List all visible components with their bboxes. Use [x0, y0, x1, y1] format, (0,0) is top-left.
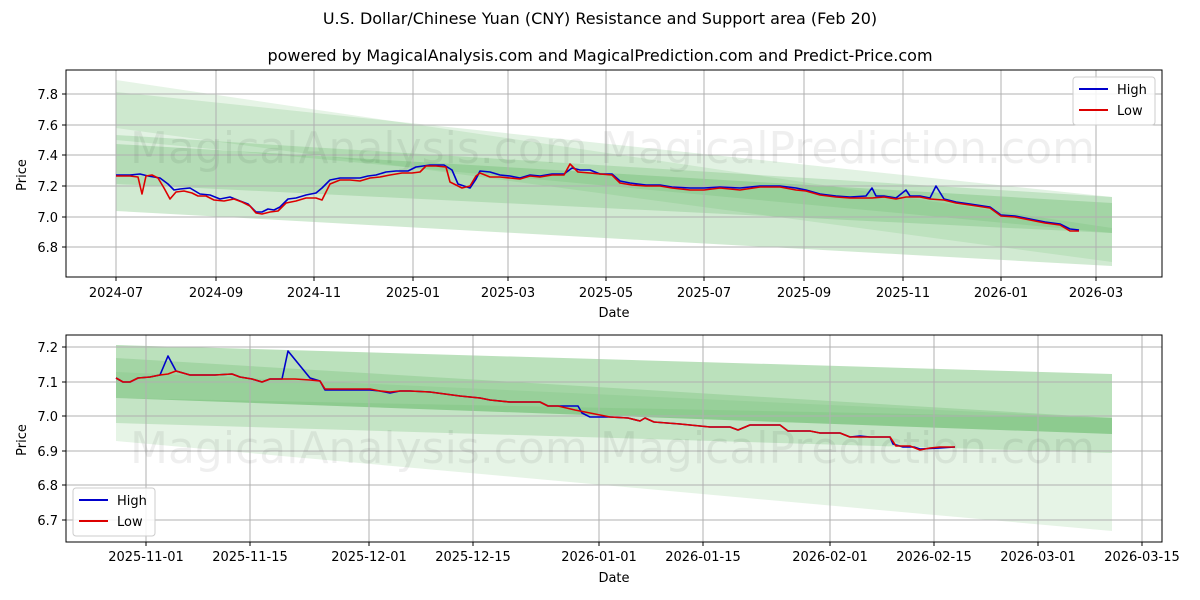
top-chart: MagicalAnalysis.com MagicalPrediction.co… [15, 69, 1163, 321]
bottom-axes-frame [65, 334, 1163, 543]
top-xtick-label: 2025-01 [386, 286, 440, 301]
top-y-ticks [62, 93, 66, 248]
top-grid [66, 70, 1162, 277]
top-axes-frame [65, 69, 1163, 278]
bottom-y-ticks [62, 346, 66, 521]
bottom-xtick-label: 2026-01-15 [665, 550, 741, 565]
top-ytick-label: 7.0 [37, 211, 58, 226]
bottom-ytick-label: 7.0 [37, 410, 58, 425]
band-support [116, 144, 1112, 266]
top-x-axis-label: Date [598, 306, 629, 321]
band-lower [116, 398, 1112, 531]
bottom-xtick-label: 2026-02-15 [896, 550, 972, 565]
top-x-ticks [115, 277, 1097, 281]
watermark-prediction: MagicalPrediction.com [600, 423, 1095, 474]
top-xtick-label: 2026-01 [974, 286, 1028, 301]
bottom-ytick-label: 6.7 [37, 514, 58, 529]
bottom-x-axis-label: Date [598, 571, 629, 586]
top-xtick-label: 2024-11 [287, 286, 341, 301]
top-xtick-label: 2025-11 [876, 286, 930, 301]
watermark-analysis: MagicalAnalysis.com [130, 123, 588, 174]
top-xtick-label: 2026-03 [1069, 286, 1123, 301]
top-xtick-label: 2025-07 [677, 286, 731, 301]
bottom-ytick-label: 7.1 [37, 376, 58, 391]
bottom-xtick-label: 2025-12-01 [331, 550, 407, 565]
top-xtick-label: 2025-05 [579, 286, 633, 301]
top-legend: High Low [1072, 76, 1156, 126]
top-xtick-label: 2024-07 [89, 286, 143, 301]
bottom-chart: MagicalAnalysis.com MagicalPrediction.co… [15, 334, 1180, 586]
top-high-line [116, 164, 1080, 231]
top-ytick-label: 7.6 [37, 119, 58, 134]
legend-low-label: Low [1117, 104, 1143, 119]
bottom-low-line [115, 370, 955, 451]
top-xtick-label: 2024-09 [189, 286, 243, 301]
bottom-ytick-label: 7.2 [37, 341, 58, 356]
legend-high-label: High [117, 494, 147, 509]
bottom-xtick-label: 2025-11-15 [212, 550, 288, 565]
top-ytick-label: 7.2 [37, 180, 58, 195]
watermark-analysis: MagicalAnalysis.com [130, 423, 588, 474]
bottom-y-axis-label: Price [15, 424, 30, 456]
top-y-axis-label: Price [15, 159, 30, 191]
top-xtick-label: 2025-09 [777, 286, 831, 301]
band-mid [116, 135, 1112, 233]
bottom-ytick-label: 6.8 [37, 479, 58, 494]
bottom-xtick-label: 2026-03-01 [1000, 550, 1076, 565]
watermark-prediction: MagicalPrediction.com [600, 123, 1095, 174]
top-ytick-label: 7.8 [37, 88, 58, 103]
bottom-grid [66, 335, 1162, 542]
bottom-xtick-label: 2026-02-01 [792, 550, 868, 565]
band-mid-dark [116, 372, 1112, 434]
top-low-line [116, 163, 1079, 232]
bottom-legend: High Low [72, 487, 156, 537]
legend-low-label: Low [117, 515, 143, 530]
chart-subtitle: powered by MagicalAnalysis.com and Magic… [267, 46, 933, 65]
top-ytick-label: 7.4 [37, 149, 58, 164]
chart-title: U.S. Dollar/Chinese Yuan (CNY) Resistanc… [322, 9, 878, 28]
top-ytick-label: 6.8 [37, 241, 58, 256]
bottom-xtick-label: 2026-03-15 [1104, 550, 1180, 565]
bottom-xtick-label: 2025-12-15 [435, 550, 511, 565]
band-upper [116, 345, 1112, 434]
top-xtick-label: 2025-03 [481, 286, 535, 301]
bottom-xtick-label: 2025-11-01 [108, 550, 184, 565]
bottom-x-ticks [145, 542, 1143, 546]
legend-high-label: High [1117, 83, 1147, 98]
bottom-xtick-label: 2026-01-01 [561, 550, 637, 565]
bottom-ytick-label: 6.9 [37, 445, 58, 460]
